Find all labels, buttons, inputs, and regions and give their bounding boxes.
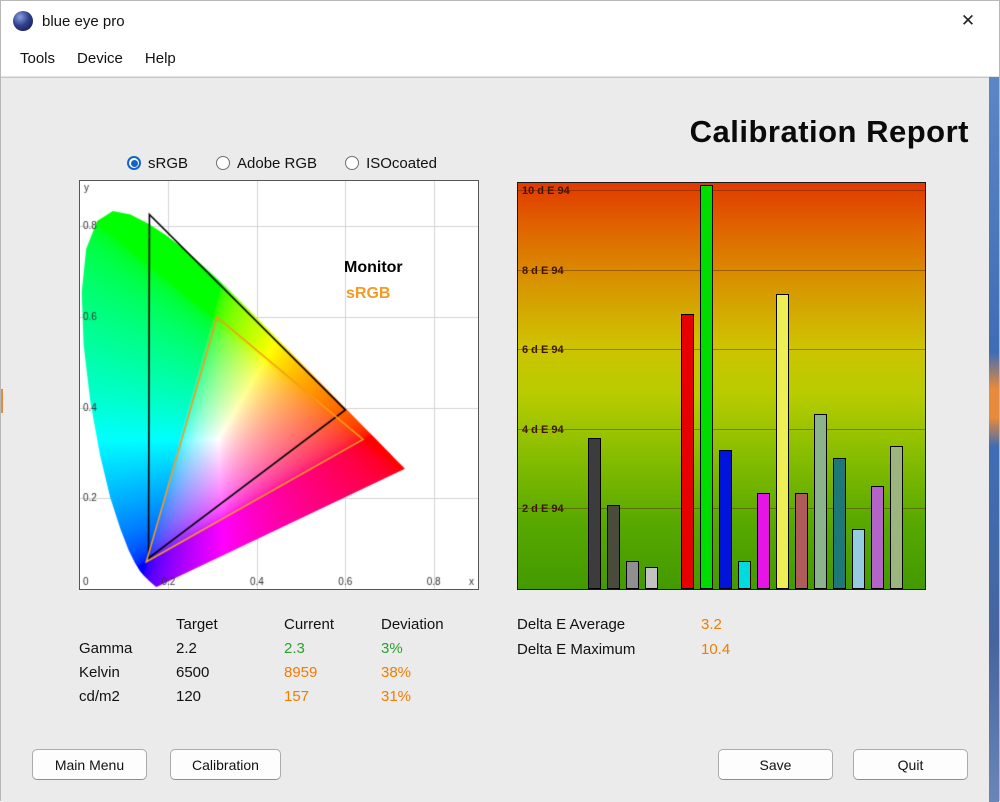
- quit-button[interactable]: Quit: [853, 749, 968, 780]
- radio-isocoated[interactable]: ISOcoated: [345, 155, 437, 172]
- kelvin-target-value: 6500: [176, 663, 210, 681]
- menu-tools[interactable]: Tools: [20, 50, 56, 67]
- luminance-target-value: 120: [176, 687, 202, 705]
- cie-chromaticity-diagram: Monitor sRGB: [79, 180, 479, 590]
- save-button[interactable]: Save: [718, 749, 833, 780]
- desktop-edge-sliver: [1, 389, 3, 413]
- title-bar: blue eye pro ✕: [1, 1, 999, 41]
- radio-srgb[interactable]: sRGB: [127, 155, 188, 172]
- delta-e-bar: [814, 413, 827, 589]
- kelvin-deviation-value: 38%: [381, 663, 412, 681]
- delta-average-value: 3.2: [701, 616, 722, 633]
- row-label-luminance: cd/m2: [79, 687, 120, 705]
- column-header-target: Target: [176, 615, 218, 633]
- y-axis-label: 6 d E 94: [522, 344, 564, 357]
- delta-maximum-label: Delta E Maximum: [517, 641, 636, 658]
- radio-label: sRGB: [148, 154, 189, 172]
- y-axis-label: 2 d E 94: [522, 503, 564, 516]
- delta-e-bar: [645, 567, 658, 589]
- delta-e-bar: [890, 445, 903, 589]
- gamma-current-value: 2.3: [284, 639, 305, 657]
- luminance-current-value: 157: [284, 687, 310, 705]
- delta-e-bar: [719, 449, 732, 589]
- profile-radio-group: sRGB Adobe RGB ISOcoated: [127, 150, 437, 176]
- menu-bar: Tools Device Help: [1, 41, 999, 77]
- monitor-gamut-label: Monitor: [344, 259, 403, 276]
- grid-line: [518, 269, 925, 271]
- cie-canvas: [80, 181, 478, 589]
- delta-e-bar: [871, 485, 884, 589]
- delta-e-bar: [852, 529, 865, 589]
- y-axis-label: 4 d E 94: [522, 423, 564, 436]
- main-panel: Calibration Report sRGB Adobe RGB ISOcoate…: [1, 77, 991, 802]
- main-menu-button[interactable]: Main Menu: [32, 749, 147, 780]
- delta-e-summary: Delta E Average 3.2 Delta E Maximum 10.4: [517, 612, 897, 662]
- close-button[interactable]: ✕: [947, 1, 989, 41]
- calibration-button[interactable]: Calibration: [170, 749, 281, 780]
- grid-line: [518, 428, 925, 430]
- delta-e-bar-chart: 10 d E 94 8 d E 94 6 d E 94 4 d E 94 2 d E 9…: [517, 182, 926, 590]
- delta-e-bar: [776, 294, 789, 589]
- desktop-edge-strip: [989, 77, 999, 802]
- close-icon: ✕: [960, 11, 976, 30]
- delta-e-bar: [833, 457, 846, 589]
- delta-e-bar: [700, 185, 713, 589]
- radio-selected-icon: [127, 156, 141, 170]
- kelvin-current-value: 8959: [284, 663, 318, 681]
- radio-label: Adobe RGB: [237, 154, 318, 172]
- y-axis-label: 10 d E 94: [522, 185, 570, 197]
- window-title: blue eye pro: [42, 12, 125, 30]
- delta-e-bar: [607, 505, 620, 589]
- page-title: Calibration Report: [689, 114, 969, 149]
- gamma-target-value: 2.2: [176, 639, 197, 657]
- delta-e-bar: [626, 561, 639, 589]
- gamma-deviation-value: 3%: [381, 639, 403, 657]
- delta-e-bar: [681, 314, 694, 589]
- luminance-deviation-value: 31%: [381, 687, 412, 705]
- app-logo-icon: [13, 11, 33, 31]
- radio-label: ISOcoated: [366, 154, 437, 172]
- column-header-deviation: Deviation: [381, 615, 444, 633]
- measurement-table: Target Current Deviation Gamma 2.2 2.3 3…: [79, 612, 479, 708]
- row-label-gamma: Gamma: [79, 639, 133, 657]
- menu-device[interactable]: Device: [77, 50, 123, 67]
- row-label-kelvin: Kelvin: [79, 663, 120, 681]
- radio-unselected-icon: [216, 156, 231, 170]
- delta-maximum-value: 10.4: [701, 641, 731, 658]
- delta-e-bar: [795, 493, 808, 589]
- delta-e-bar: [738, 561, 751, 589]
- menu-help[interactable]: Help: [144, 50, 176, 67]
- delta-e-bar: [588, 437, 601, 589]
- grid-line: [518, 190, 925, 191]
- radio-adobe-rgb[interactable]: Adobe RGB: [216, 155, 317, 172]
- delta-e-bar: [757, 493, 770, 589]
- radio-unselected-icon: [345, 156, 360, 170]
- grid-line: [518, 349, 925, 351]
- delta-average-label: Delta E Average: [517, 616, 626, 633]
- column-header-current: Current: [284, 615, 335, 633]
- y-axis-label: 8 d E 94: [522, 264, 564, 277]
- srgb-gamut-label: sRGB: [346, 285, 391, 302]
